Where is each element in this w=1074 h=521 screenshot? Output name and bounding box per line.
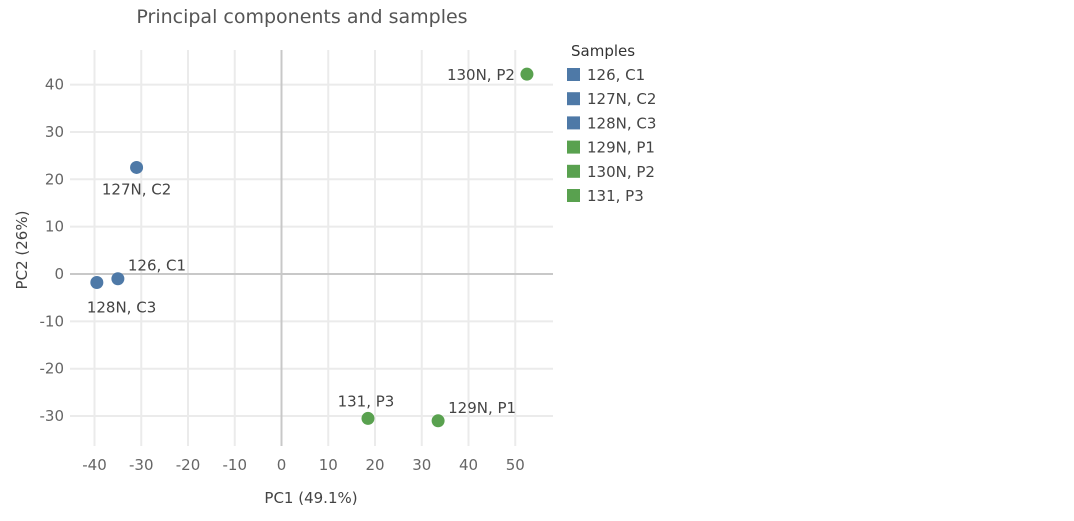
data-points: 126, C1 127N, C2 128N, C3 129N, P1 130N, P2 1… (87, 66, 534, 428)
axes (70, 50, 553, 446)
x-tick-label: -30 (129, 456, 154, 474)
data-point[interactable] (361, 411, 375, 425)
y-tick-label: -30 (40, 407, 65, 425)
y-tick-label: 30 (45, 123, 64, 141)
point-label: 130N, P2 (447, 66, 515, 84)
y-tick-label: 0 (54, 265, 64, 283)
data-point[interactable] (520, 67, 534, 81)
y-tick-label: 40 (45, 76, 64, 94)
x-tick-label: 10 (319, 456, 338, 474)
x-tick-label: 0 (277, 456, 287, 474)
y-axis-label: PC2 (26%) (13, 211, 31, 290)
tick-labels: -40 -30 -20 -10 0 10 20 30 40 50 40 30 20 10 0 -10 -20 -3… (40, 76, 525, 474)
x-tick-label: -10 (223, 456, 248, 474)
y-tick-label: -20 (40, 360, 65, 378)
x-tick-label: 40 (459, 456, 478, 474)
x-tick-label: -20 (176, 456, 201, 474)
point-label: 127N, C2 (102, 180, 171, 198)
x-axis-label: PC1 (49.1%) (264, 489, 357, 507)
data-point[interactable] (90, 276, 104, 290)
legend-item-label[interactable]: 131, P3 (587, 187, 644, 205)
y-tick-label: -10 (40, 312, 65, 330)
x-tick-label: -40 (82, 456, 107, 474)
legend-item-label[interactable]: 129N, P1 (587, 139, 655, 157)
legend-item-label[interactable]: 126, C1 (587, 66, 645, 84)
chart-title: Principal components and samples (136, 6, 467, 28)
y-tick-label: 10 (45, 218, 64, 236)
data-point[interactable] (130, 160, 144, 174)
legend-title: Samples (571, 42, 635, 60)
legend: Samples 126, C1 127N, C2 128N, C3 129N, P1 1… (567, 42, 656, 205)
legend-swatch (567, 164, 580, 178)
y-tick-label: 20 (45, 170, 64, 188)
x-tick-label: 30 (412, 456, 431, 474)
point-label: 129N, P1 (448, 399, 516, 417)
legend-swatch (567, 92, 580, 106)
x-tick-label: 50 (506, 456, 525, 474)
data-point[interactable] (431, 414, 445, 428)
legend-item-label[interactable]: 128N, C3 (587, 114, 656, 132)
point-label: 126, C1 (128, 257, 186, 275)
data-point[interactable] (111, 272, 125, 286)
legend-swatch (567, 140, 580, 154)
legend-swatch (567, 68, 580, 81)
point-label: 128N, C3 (87, 299, 156, 317)
point-label: 131, P3 (338, 392, 395, 410)
legend-item-label[interactable]: 127N, C2 (587, 90, 656, 108)
legend-swatch (567, 189, 580, 202)
grid-lines (70, 50, 553, 446)
legend-item-label[interactable]: 130N, P2 (587, 163, 655, 181)
legend-swatch (567, 116, 580, 130)
x-tick-label: 20 (365, 456, 384, 474)
